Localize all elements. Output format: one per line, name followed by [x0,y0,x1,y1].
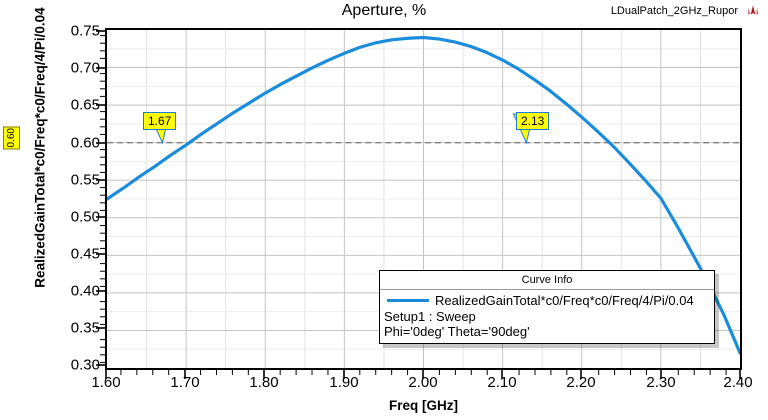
marker-2-label[interactable]: 2.13 [516,112,550,130]
legend-title: Curve Info [380,271,714,290]
series-line[interactable] [107,35,740,355]
x-tick-label: 2.20 [566,374,596,391]
level-marker-tag[interactable]: 0.60 [3,126,20,150]
ansys-antenna-icon [748,5,758,15]
x-tick-label: 1.90 [329,374,359,391]
page-title: Aperture, % [341,2,427,19]
x-tick-label: 2.10 [487,374,517,391]
x-tick-label: 2.40 [723,374,753,391]
y-tick-label: 0.30 [70,356,100,374]
y-tick-label: 0.55 [70,171,100,189]
plot-area[interactable]: Curve Info RealizedGainTotal*c0/Freq*c0/… [105,28,742,370]
data-curve-layer[interactable] [107,30,740,368]
x-tick-label: 1.60 [91,374,121,391]
x-tick-label: 2.30 [646,374,676,391]
y-tick-label: 0.70 [70,59,100,77]
design-name-label: LDualPatch_2GHz_Rupor [610,5,738,17]
y-tick-label: 0.75 [70,22,100,40]
y-tick-label: 0.40 [70,282,100,300]
y-tick-label: 0.60 [70,134,100,152]
legend-swatch-icon [387,299,429,302]
y-axis-title: RealizedGainTotal*c0/Freq*c0/Freq/4/Pi/0… [32,7,48,288]
x-axis-title: Freq [GHz] [389,398,458,413]
x-tick-label: 1.70 [170,374,200,391]
y-tick-label: 0.65 [70,96,100,114]
x-tick-label: 2.00 [408,374,438,391]
legend-setup: Setup1 : Sweep [384,309,476,324]
legend-body: RealizedGainTotal*c0/Freq*c0/Freq/4/Pi/0… [380,290,714,343]
legend-box[interactable]: Curve Info RealizedGainTotal*c0/Freq*c0/… [379,270,715,344]
legend-variation: Phi='0deg' Theta='90deg' [384,324,530,339]
marker-1-label[interactable]: 1.67 [143,112,177,130]
x-tick-label: 1.80 [249,374,279,391]
legend-row[interactable]: RealizedGainTotal*c0/Freq*c0/Freq/4/Pi/0… [383,292,711,309]
y-tick-label: 0.50 [70,208,100,226]
y-tick-label: 0.45 [70,245,100,263]
legend-expression: RealizedGainTotal*c0/Freq*c0/Freq/4/Pi/0… [435,293,694,308]
y-tick-label: 0.35 [70,319,100,337]
level-line-layer [107,141,740,144]
